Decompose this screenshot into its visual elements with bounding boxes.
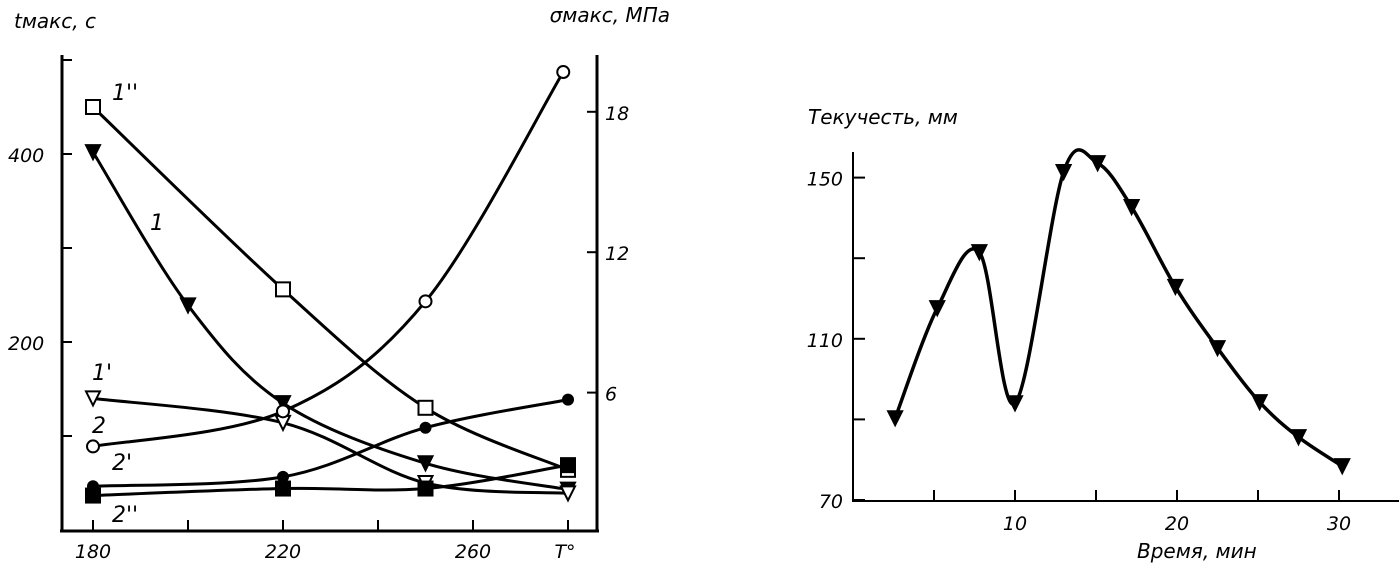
x-tick-label: 220 bbox=[265, 541, 301, 563]
x-tick-label: 30 bbox=[1327, 513, 1351, 535]
data-point bbox=[275, 480, 291, 497]
data-point bbox=[1289, 429, 1308, 447]
data-point bbox=[85, 99, 101, 115]
data-point bbox=[417, 480, 434, 497]
data-point bbox=[560, 457, 576, 474]
y-tick-label: 110 bbox=[807, 330, 843, 352]
data-point bbox=[274, 395, 292, 413]
y-right-tick-label: 12 bbox=[605, 243, 629, 265]
y-axis-label: Текучесть, мм bbox=[808, 105, 958, 129]
x-tick-label: 180 bbox=[75, 541, 111, 563]
data-point bbox=[419, 421, 432, 434]
data-point bbox=[1089, 155, 1107, 173]
data-point bbox=[1251, 394, 1269, 412]
data-point bbox=[276, 404, 290, 419]
data-point bbox=[417, 399, 434, 416]
data-point bbox=[416, 455, 435, 473]
y-left-axis-label: tмакс, с bbox=[14, 9, 96, 33]
series-line-4 bbox=[92, 398, 569, 488]
data-point bbox=[886, 410, 904, 428]
x-tick-label: 260 bbox=[455, 541, 491, 563]
data-point bbox=[1333, 458, 1351, 476]
data-point bbox=[556, 65, 571, 80]
data-point bbox=[84, 144, 102, 162]
series-line-3 bbox=[92, 71, 565, 448]
y-tick-label: 70 bbox=[819, 491, 843, 513]
data-point bbox=[928, 300, 946, 318]
data-point bbox=[84, 390, 102, 408]
data-point bbox=[1166, 278, 1184, 297]
y-right-axis-label: σмакс, МПа bbox=[550, 3, 670, 27]
data-point bbox=[86, 439, 100, 454]
y-tick-label: 150 bbox=[807, 169, 843, 191]
series-label: 2'' bbox=[112, 503, 138, 528]
series-label: 2' bbox=[112, 451, 132, 476]
data-point bbox=[85, 487, 101, 504]
data-point bbox=[277, 470, 289, 483]
data-point bbox=[1054, 163, 1073, 182]
x-axis-label: Время, мин bbox=[1137, 539, 1257, 563]
data-point bbox=[1123, 199, 1141, 217]
series-label: 1'' bbox=[112, 81, 138, 106]
data-point bbox=[562, 393, 574, 406]
series-line-2 bbox=[92, 396, 569, 495]
series-label: 1 bbox=[150, 211, 164, 236]
series-label: 2 bbox=[92, 414, 106, 439]
data-point bbox=[179, 297, 197, 315]
data-point bbox=[418, 294, 433, 309]
series-line-5 bbox=[92, 463, 569, 498]
data-point bbox=[1208, 340, 1227, 358]
y-left-tick-label: 200 bbox=[8, 333, 44, 355]
series-label: 1' bbox=[92, 361, 112, 386]
series-line-0 bbox=[893, 148, 1344, 468]
y-left-tick-label: 400 bbox=[8, 145, 44, 167]
data-point bbox=[559, 485, 577, 503]
x-axis-label: T° bbox=[554, 541, 575, 563]
y-right-tick-label: 6 bbox=[605, 384, 617, 406]
series-line-0 bbox=[91, 105, 569, 472]
x-tick-label: 20 bbox=[1165, 513, 1189, 535]
x-tick-label: 10 bbox=[1003, 513, 1027, 535]
data-point bbox=[1006, 395, 1024, 413]
data-point bbox=[970, 244, 988, 262]
y-right-tick-label: 18 bbox=[605, 103, 629, 125]
data-point bbox=[275, 281, 291, 298]
